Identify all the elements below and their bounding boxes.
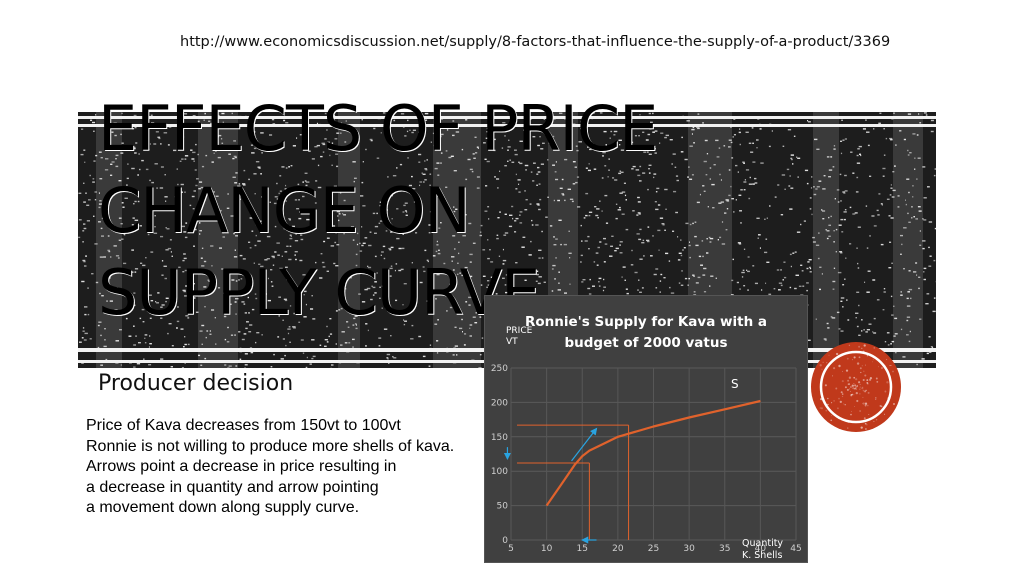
x-tick-label: 15: [577, 544, 588, 554]
title-line: CHANGE ON: [98, 174, 471, 247]
x-tick-label: 25: [648, 544, 659, 554]
chart-title-line: budget of 2000 vatus: [564, 335, 727, 351]
body-line: Ronnie is not willing to produce more sh…: [86, 437, 455, 455]
x-axis-label: K. Shells: [742, 550, 782, 561]
x-axis-label: Quantity: [742, 538, 783, 549]
y-tick-label: 100: [491, 467, 508, 477]
x-tick-label: 35: [719, 544, 730, 554]
x-tick-label: 5: [508, 544, 514, 554]
movement-arrow: [571, 427, 598, 462]
title-line: EFFECTS OF PRICE: [98, 92, 658, 165]
y-tick-label: 200: [491, 398, 508, 408]
x-tick-label: 10: [541, 544, 553, 554]
body-line: a decrease in quantity and arrow pointin…: [86, 478, 379, 496]
supply-curve-line: [545, 399, 761, 507]
supply-curve-label: S: [731, 377, 739, 391]
body-line: Price of Kava decreases from 150vt to 10…: [86, 417, 401, 434]
supply-chart: Ronnie's Supply for Kava with a budget of…: [484, 295, 808, 563]
body-text: Price of Kava decreases from 150vt to 10…: [86, 416, 506, 519]
section-label: Producer decision: [98, 371, 294, 396]
y-axis-label: VT: [506, 337, 518, 347]
y-tick-label: 150: [491, 433, 508, 443]
x-tick-label: 30: [683, 544, 695, 554]
x-tick-label: 40: [755, 544, 767, 554]
x-tick-label: 20: [612, 544, 624, 554]
y-tick-label: 250: [491, 364, 508, 374]
body-line: a movement down along supply curve.: [86, 499, 360, 517]
slide-title: EFFECTS OF PRICE CHANGE ON SUPPLY CURVE: [98, 88, 838, 334]
body-line: Arrows point a decrease in price resulti…: [86, 458, 397, 476]
source-url[interactable]: http://www.economicsdiscussion.net/suppl…: [180, 34, 891, 50]
decorative-seal-icon: [810, 341, 902, 433]
x-tick-label: 45: [790, 544, 801, 554]
y-axis-label: PRICE: [506, 326, 533, 336]
chart-title-line: Ronnie's Supply for Kava with a: [525, 314, 767, 330]
title-line: SUPPLY CURVE: [98, 256, 540, 329]
grunge-texture-banner: [78, 112, 936, 368]
y-tick-label: 0: [502, 536, 508, 546]
y-tick-label: 50: [497, 502, 509, 512]
